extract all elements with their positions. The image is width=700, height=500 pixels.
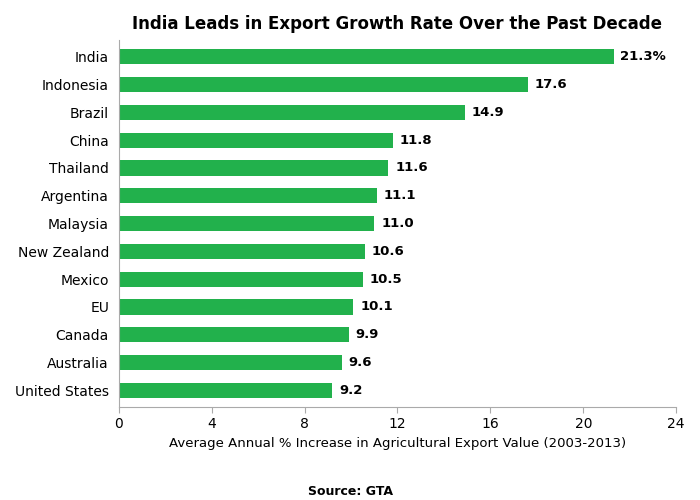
Text: 11.0: 11.0 (382, 217, 414, 230)
Text: 10.1: 10.1 (360, 300, 393, 314)
Bar (119, 327, 349, 342)
Text: 14.9: 14.9 (472, 106, 505, 119)
Bar (119, 300, 354, 314)
Bar (119, 188, 377, 204)
Bar (119, 244, 365, 259)
Text: Source: GTA: Source: GTA (307, 485, 393, 498)
Text: 11.1: 11.1 (384, 190, 416, 202)
Text: 10.5: 10.5 (370, 272, 402, 285)
Text: 9.6: 9.6 (349, 356, 372, 369)
Bar (119, 104, 465, 120)
Bar (119, 49, 613, 64)
Bar (119, 355, 342, 370)
Title: India Leads in Export Growth Rate Over the Past Decade: India Leads in Export Growth Rate Over t… (132, 15, 662, 33)
Bar (119, 216, 374, 231)
Text: 17.6: 17.6 (535, 78, 567, 91)
Text: 9.9: 9.9 (356, 328, 379, 342)
Text: 9.2: 9.2 (340, 384, 363, 397)
X-axis label: Average Annual % Increase in Agricultural Export Value (2003-2013): Average Annual % Increase in Agricultura… (169, 437, 626, 450)
Bar (119, 132, 393, 148)
Bar (119, 77, 528, 92)
Bar (119, 272, 363, 287)
Text: 11.8: 11.8 (400, 134, 433, 146)
Bar (119, 160, 388, 176)
Text: 11.6: 11.6 (395, 162, 428, 174)
Text: 10.6: 10.6 (372, 245, 405, 258)
Text: 21.3%: 21.3% (620, 50, 666, 64)
Bar (119, 382, 332, 398)
